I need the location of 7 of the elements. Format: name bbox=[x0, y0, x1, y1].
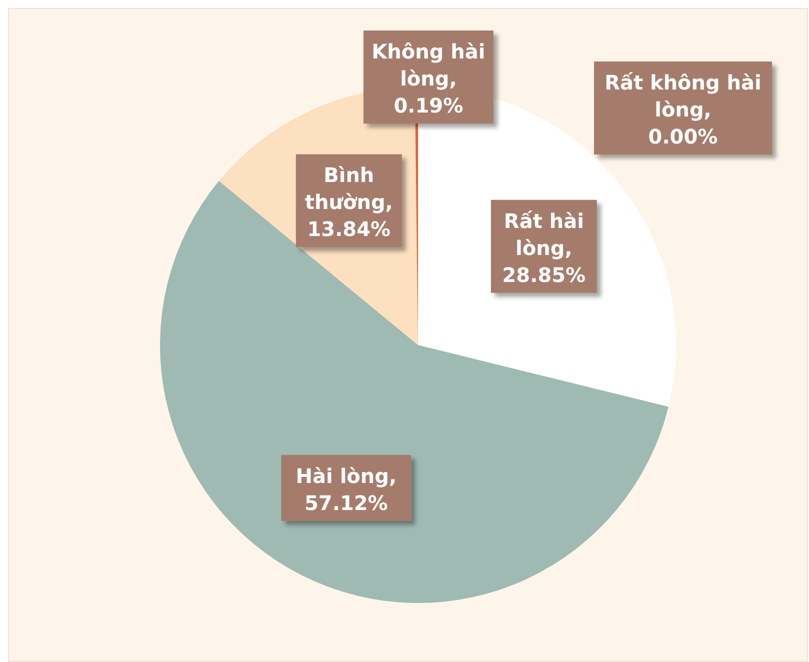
slice-label: Hài lòng, 57.12% bbox=[296, 464, 397, 515]
pie-slice bbox=[160, 180, 668, 603]
category-label: Rất không hài lòng, bbox=[604, 70, 762, 122]
slice-label: Không hài lòng, 0.19% bbox=[372, 40, 486, 118]
slice-label: Rất hài lòng, 28.85% bbox=[502, 208, 586, 287]
text: 0.00% bbox=[648, 124, 718, 148]
slice-label: Bình thường, 13.84% bbox=[304, 163, 393, 242]
